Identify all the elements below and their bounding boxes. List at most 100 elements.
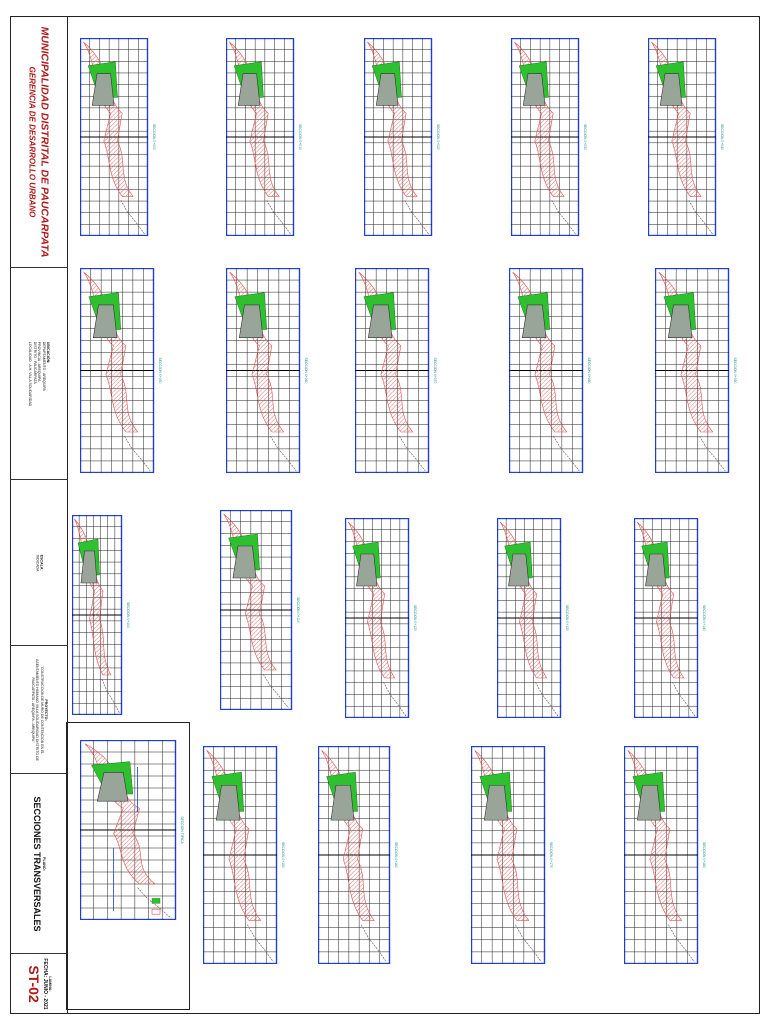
section-title: SECCION 0+080 xyxy=(587,358,591,384)
cross-section: SECCION 0+170 xyxy=(470,745,557,965)
typical-section: SECCION TIPICA xyxy=(79,739,190,921)
retaining-wall xyxy=(522,73,546,106)
ground-profile xyxy=(247,924,274,963)
cross-section-drawing: SECCION 0+050 xyxy=(79,267,162,474)
section-title: SECCION 0+180 xyxy=(702,842,706,868)
ground-profile xyxy=(266,200,291,235)
location-line: DISTRITO : PAUCARPATA xyxy=(32,341,37,384)
scale-label: ESCALA: xyxy=(39,554,44,571)
location-label: UBICACIÓN: xyxy=(46,341,51,363)
section-title: SECCION 0+060 xyxy=(304,358,308,384)
section-title: SECCION 0+160 xyxy=(394,842,398,868)
sheet-code: ST-02 xyxy=(26,965,42,1003)
ground-profile xyxy=(672,681,696,717)
project-line: ASENTAMIENTO HUMANO VILLA SOLIDARIDAD DI… xyxy=(35,658,39,761)
retaining-wall xyxy=(215,784,241,821)
cross-section-drawing: SECCION 0+100 xyxy=(71,514,130,716)
cross-section: SECCION 0+030 xyxy=(510,37,591,237)
section-title: SECCION TIPICA xyxy=(180,816,184,844)
sheet-border xyxy=(10,16,760,1014)
cross-section-drawing: SECCION 0+180 xyxy=(623,745,706,965)
retaining-wall xyxy=(367,304,393,338)
section-title: SECCION 0+000 xyxy=(152,124,156,150)
section-title: SECCION 0+040 xyxy=(720,124,724,150)
retaining-wall xyxy=(375,73,399,106)
retaining-wall xyxy=(238,304,264,338)
cross-section: SECCION 0+130 xyxy=(496,517,573,719)
retaining-wall xyxy=(483,784,509,821)
cross-section-drawing: SECCION 0+030 xyxy=(510,37,587,237)
typical-section-drawing: SECCION TIPICA xyxy=(79,739,184,921)
section-title: SECCION 0+110 xyxy=(296,597,300,623)
plan-title: SECCIONES TRANSVERSALES xyxy=(32,795,42,932)
ground-profile xyxy=(120,200,145,235)
ground-profile xyxy=(668,924,695,963)
ground-profile xyxy=(124,435,151,472)
scale-cell: ESCALA: INDICADA xyxy=(10,480,68,646)
section-title: SECCION 0+020 xyxy=(436,124,440,150)
location-line: LOCALIDAD : A.H. VILLA SOLIDARIDAD xyxy=(28,341,33,406)
retaining-wall xyxy=(636,784,662,821)
cross-section: SECCION 0+010 xyxy=(225,37,306,237)
retaining-wall xyxy=(237,73,261,106)
institution-cell: MUNICIPALIDAD DISTRITAL DE PAUCARPATA GE… xyxy=(10,16,68,268)
plan-cell: PLANO: SECCIONES TRANSVERSALES xyxy=(10,774,68,954)
cross-section-drawing: SECCION 0+080 xyxy=(508,267,591,474)
section-title: SECCION 0+070 xyxy=(433,358,437,384)
retaining-wall xyxy=(96,772,129,802)
plan-label: PLANO: xyxy=(42,856,46,871)
cross-section-drawing: SECCION 0+060 xyxy=(225,267,308,474)
cross-section-drawing: SECCION 0+170 xyxy=(470,745,553,965)
institution-name: MUNICIPALIDAD DISTRITAL DE PAUCARPATA xyxy=(38,26,51,257)
cross-section-drawing: SECCION 0+040 xyxy=(647,37,724,237)
date-label: FECHA: xyxy=(42,958,48,978)
cross-section-drawing: SECCION 0+160 xyxy=(317,745,398,965)
legend-swatch-cut xyxy=(151,908,161,915)
section-title: SECCION 0+090 xyxy=(733,358,737,384)
location-line: DEPARTAMENTO : AREQUIPA xyxy=(41,341,46,391)
cross-section: SECCION 0+120 xyxy=(344,517,421,719)
cross-section: SECCION 0+000 xyxy=(79,37,160,237)
section-title: SECCION 0+120 xyxy=(413,605,417,631)
retaining-wall xyxy=(232,545,257,579)
sheet-label: LAMINA: xyxy=(48,976,52,992)
section-title: SECCION 0+030 xyxy=(583,124,587,150)
cross-section-drawing: SECCION 0+010 xyxy=(225,37,302,237)
cross-section: SECCION 0+060 xyxy=(225,267,312,474)
sheet-cell: LAMINA: FECHA: JUNIO - 2021 ST-02 xyxy=(10,954,68,1014)
ground-profile xyxy=(383,681,407,717)
cross-section: SECCION 0+080 xyxy=(508,267,595,474)
retaining-wall xyxy=(80,550,98,584)
ground-profile xyxy=(270,435,297,472)
ground-profile xyxy=(360,924,387,963)
retaining-wall xyxy=(330,784,355,821)
retaining-wall xyxy=(92,304,118,338)
cross-section: SECCION 0+180 xyxy=(623,745,710,965)
retaining-wall xyxy=(91,73,115,106)
section-title: SECCION 0+140 xyxy=(702,605,706,631)
cross-section: SECCION 0+100 xyxy=(71,514,134,716)
location-cell: UBICACIÓN: DEPARTAMENTO : AREQUIPA PROVI… xyxy=(10,268,68,480)
legend-swatch-fill xyxy=(151,898,161,904)
ground-profile xyxy=(101,678,120,714)
ground-profile xyxy=(535,681,559,717)
cross-section: SECCION 0+070 xyxy=(354,267,441,474)
retaining-wall xyxy=(521,304,547,338)
date-value: JUNIO - 2021 xyxy=(42,978,48,1010)
retaining-wall xyxy=(667,304,693,338)
section-title: SECCION 0+050 xyxy=(158,358,162,384)
section-title: SECCION 0+150 xyxy=(281,842,285,868)
cross-section: SECCION 0+110 xyxy=(219,509,304,711)
cross-section-drawing: SECCION 0+070 xyxy=(354,267,437,474)
retaining-wall xyxy=(659,73,683,106)
cross-section: SECCION 0+150 xyxy=(202,745,289,965)
ground-profile xyxy=(399,435,426,472)
section-title: SECCION 0+010 xyxy=(298,124,302,150)
cross-section: SECCION 0+160 xyxy=(317,745,402,965)
retaining-wall xyxy=(356,553,378,587)
title-block: MUNICIPALIDAD DISTRITAL DE PAUCARPATA GE… xyxy=(10,16,68,1014)
cross-section-drawing: SECCION 0+090 xyxy=(654,267,737,474)
cross-section: SECCION 0+040 xyxy=(647,37,728,237)
typical-section-frame xyxy=(66,722,190,1010)
ground-profile xyxy=(553,435,580,472)
